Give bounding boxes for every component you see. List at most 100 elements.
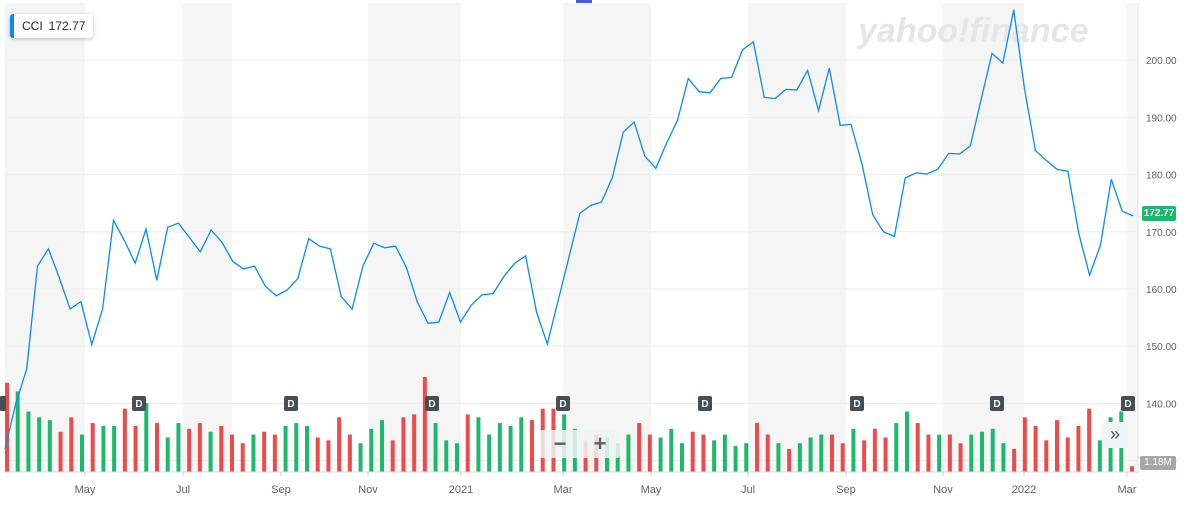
volume-bar [262,431,267,472]
volume-bar [937,434,942,472]
volume-bar [1012,448,1017,472]
dividend-marker: D [698,396,712,411]
volume-bar [380,420,384,472]
legend-symbol: CCI [22,19,43,33]
dividend-marker-box [698,396,712,411]
volume-bar [294,423,299,472]
dividend-marker-box [556,396,570,411]
volume-bar [1001,443,1006,472]
volume-bar [797,443,802,472]
dividend-marker-label: D [287,399,294,410]
volume-bar [1055,420,1059,472]
volume-bar [712,440,717,472]
month-band [563,3,651,472]
volume-bar [658,437,663,472]
volume-bar [230,434,234,472]
zoom-in-button[interactable]: + [593,431,607,456]
legend[interactable]: CCI 172.77 [10,14,94,38]
x-axis: May Jul Sep Nov 2021 Mar May Jul Sep Nov 2022 Mar [5,471,1138,496]
month-bands [5,3,1138,472]
gridlines [5,59,1138,462]
y-tick-label: 170.00 [1146,228,1177,239]
volume-bar [187,428,192,472]
x-tick-label: Jul [176,484,190,496]
volume-bar [690,431,695,472]
x-tick-label: Sep [836,484,856,496]
volume-bar [347,434,352,472]
volume-bar [637,423,642,472]
y-tick-label: 190.00 [1146,113,1177,124]
legend-swatch [10,14,14,38]
dividend-marker-box [990,396,1004,411]
y-tick-label: 180.00 [1146,171,1177,182]
volume-bar [401,417,406,472]
price-series-line [4,9,1134,450]
volume-bar [701,434,706,472]
volume-bar [915,423,920,472]
volume-bar [337,417,342,472]
volume-bar [5,382,9,472]
volume-scale-tag: 1.18M [1140,456,1176,470]
month-band [943,3,1024,472]
dividend-marker-label: D [428,399,435,410]
volume-bar [90,423,95,472]
volume-bar [101,425,106,472]
volume-bar [669,428,674,472]
zoom-out-button[interactable]: − [553,431,567,456]
volume-bar [926,434,931,472]
x-tick-label: Sep [271,484,291,496]
y-tick-label: 160.00 [1146,285,1177,296]
volume-bar [283,425,288,472]
volume-bar [722,434,727,472]
x-tick-label: Jul [741,484,755,496]
volume-bar [219,425,224,472]
dividend-marker-box [1121,396,1135,411]
dividend-marker: D [556,396,570,411]
volume-bar [990,428,995,472]
volume-bar [497,423,502,472]
dividend-marker-label: D [1124,399,1131,410]
dividend-marker-box [284,396,298,411]
volume-bar [776,443,781,472]
volume-bar [969,434,974,472]
volume-bar [272,434,277,472]
volume-bar [840,443,845,472]
volume-bar [37,417,42,472]
volume-bar [894,423,899,472]
volume-bar [412,414,417,472]
volume-bar [530,420,534,472]
dividend-marker: D [850,396,864,411]
x-tick-label: May [75,484,96,496]
volume-bar [455,443,459,472]
volume-bar [47,420,52,472]
volume-bar [422,377,427,472]
y-tick-label: 140.00 [1146,399,1177,410]
y-axis: 130.00140.00150.00160.00170.00180.00190.… [1137,3,1177,472]
volume-bar [390,440,395,472]
dividend-marker-label: D [559,399,566,410]
volume-bar [1044,440,1049,472]
dividend-marker-label: D [135,399,142,410]
volume-bar [508,425,513,472]
volume-bar [519,417,524,472]
volume-bar [305,425,309,472]
volume-bar [315,437,320,472]
expand-icon[interactable]: » [1102,422,1128,448]
volume-bar [744,443,749,472]
dividend-marker-label: D [853,399,860,410]
volume-bar [883,437,888,472]
volume-bar [1033,425,1038,472]
x-tick-label: Mar [1118,484,1137,496]
dividend-marker-box [132,396,146,411]
x-tick-label: Nov [933,484,953,496]
x-tick-label: May [641,484,662,496]
legend-value: 172.77 [48,19,86,33]
dividend-marker: D [990,396,1004,411]
volume-bar [808,437,813,472]
volume-bar [433,423,438,472]
x-tick-label: 2021 [449,484,473,496]
volume-bar [1087,408,1092,472]
volume-bar [755,423,759,472]
